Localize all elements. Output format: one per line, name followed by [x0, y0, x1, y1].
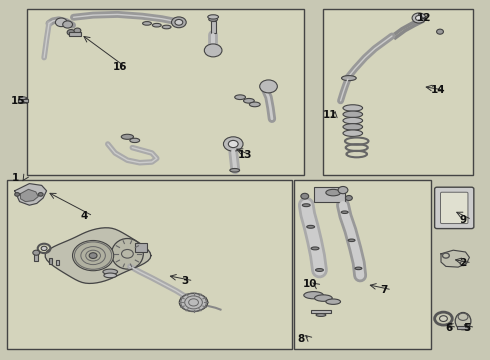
Circle shape	[15, 193, 20, 196]
Polygon shape	[45, 228, 151, 283]
Text: 10: 10	[303, 279, 318, 289]
Bar	[69, 32, 81, 36]
Ellipse shape	[315, 295, 332, 301]
Ellipse shape	[343, 130, 363, 136]
Circle shape	[301, 193, 309, 199]
Ellipse shape	[455, 312, 471, 330]
Ellipse shape	[104, 273, 117, 278]
Text: 5: 5	[463, 323, 470, 333]
Ellipse shape	[316, 269, 323, 271]
Ellipse shape	[355, 267, 362, 270]
Polygon shape	[21, 189, 38, 202]
Circle shape	[89, 253, 97, 258]
Text: 1: 1	[12, 173, 20, 183]
Circle shape	[41, 246, 47, 251]
Ellipse shape	[342, 76, 356, 81]
Ellipse shape	[143, 22, 151, 25]
Ellipse shape	[208, 15, 219, 19]
Ellipse shape	[316, 314, 326, 316]
Ellipse shape	[179, 293, 208, 311]
Bar	[18, 99, 28, 102]
Text: 7: 7	[380, 285, 387, 295]
Text: 6: 6	[445, 323, 452, 333]
FancyBboxPatch shape	[435, 187, 474, 229]
Ellipse shape	[152, 23, 161, 27]
Ellipse shape	[343, 111, 363, 117]
Circle shape	[440, 316, 447, 321]
Text: 8: 8	[297, 334, 305, 344]
Ellipse shape	[343, 117, 363, 124]
Text: 9: 9	[460, 215, 467, 225]
Ellipse shape	[307, 225, 315, 228]
Ellipse shape	[162, 25, 171, 29]
FancyBboxPatch shape	[441, 192, 468, 224]
Bar	[135, 243, 147, 252]
Ellipse shape	[130, 138, 140, 143]
Ellipse shape	[343, 123, 363, 130]
Text: 3: 3	[181, 276, 189, 286]
Circle shape	[345, 195, 352, 201]
Circle shape	[63, 21, 73, 28]
Circle shape	[33, 250, 40, 255]
Circle shape	[260, 80, 277, 93]
Circle shape	[67, 30, 75, 35]
Text: 2: 2	[460, 258, 467, 268]
FancyBboxPatch shape	[27, 9, 304, 175]
FancyBboxPatch shape	[294, 180, 431, 349]
Ellipse shape	[304, 292, 323, 299]
Polygon shape	[15, 184, 47, 205]
Circle shape	[19, 97, 28, 103]
Ellipse shape	[343, 105, 363, 111]
Ellipse shape	[302, 204, 310, 207]
Ellipse shape	[103, 269, 118, 274]
Ellipse shape	[348, 239, 355, 242]
Circle shape	[338, 186, 348, 194]
Text: 4: 4	[81, 211, 88, 221]
Circle shape	[416, 15, 422, 21]
Text: 11: 11	[322, 110, 337, 120]
Text: 16: 16	[113, 62, 127, 72]
Ellipse shape	[230, 168, 240, 172]
Bar	[49, 258, 52, 264]
Text: 13: 13	[238, 150, 252, 160]
Circle shape	[175, 19, 183, 25]
Circle shape	[223, 137, 243, 151]
FancyBboxPatch shape	[7, 180, 292, 349]
Circle shape	[437, 29, 443, 34]
Circle shape	[172, 17, 186, 28]
Ellipse shape	[112, 238, 144, 269]
Ellipse shape	[249, 102, 260, 107]
Text: 15: 15	[11, 96, 25, 106]
Ellipse shape	[235, 95, 245, 99]
Polygon shape	[441, 250, 469, 267]
Circle shape	[204, 44, 222, 57]
Ellipse shape	[122, 134, 133, 139]
Circle shape	[38, 193, 43, 196]
Bar	[34, 254, 38, 261]
Text: 14: 14	[431, 85, 446, 95]
Ellipse shape	[326, 299, 341, 305]
Bar	[457, 326, 469, 329]
Ellipse shape	[311, 247, 319, 250]
Ellipse shape	[326, 189, 341, 196]
Circle shape	[55, 18, 67, 27]
Bar	[314, 187, 345, 202]
Circle shape	[412, 13, 426, 23]
Text: 12: 12	[416, 13, 431, 23]
Circle shape	[73, 240, 114, 271]
Bar	[56, 260, 59, 265]
Circle shape	[228, 140, 238, 148]
Circle shape	[74, 28, 81, 33]
Bar	[311, 310, 331, 313]
Bar	[211, 21, 216, 33]
Ellipse shape	[341, 211, 348, 213]
Ellipse shape	[209, 18, 218, 21]
Ellipse shape	[244, 99, 254, 103]
FancyBboxPatch shape	[323, 9, 473, 175]
